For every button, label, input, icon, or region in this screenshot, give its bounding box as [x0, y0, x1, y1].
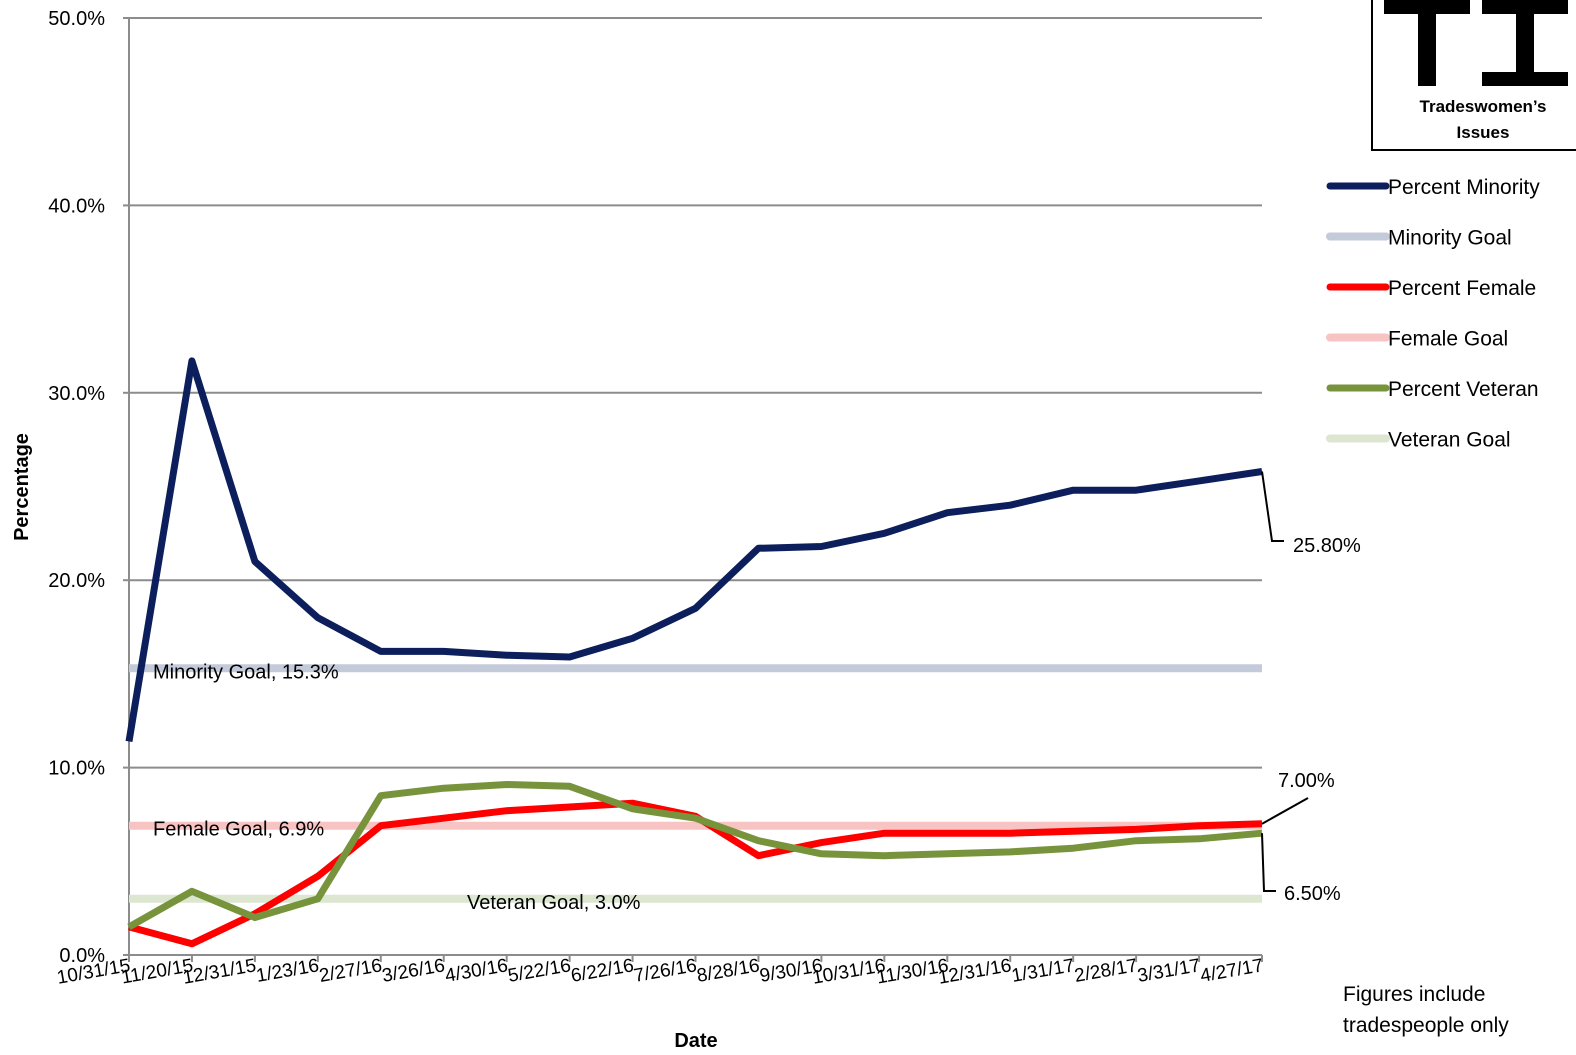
- x-tick-label: 3/31/17: [1136, 955, 1202, 987]
- goal-label: Veteran Goal, 3.0%: [467, 892, 641, 914]
- end-value-label: 6.50%: [1284, 883, 1341, 905]
- y-tick-label: 0.0%: [59, 945, 105, 967]
- goal-label: Female Goal, 6.9%: [153, 819, 324, 841]
- gridlines: [123, 17, 1262, 956]
- logo-letter-t-stem: [1418, 0, 1436, 86]
- y-axis-title: Percentage: [11, 433, 33, 541]
- legend-label-percent-female: Percent Female: [1388, 277, 1536, 300]
- goal-label: Minority Goal, 15.3%: [153, 661, 339, 683]
- x-tick-label: 1/31/17: [1010, 955, 1076, 987]
- x-axis-title: Date: [674, 1030, 717, 1052]
- x-axis-tick-labels: 10/31/1511/20/1512/31/151/23/162/27/163/…: [55, 955, 1264, 989]
- y-axis-tick-labels: 0.0% 10.0% 20.0% 30.0% 40.0% 50.0%: [48, 8, 105, 967]
- y-tick-label: 30.0%: [48, 383, 105, 405]
- callout-leader-line: [1261, 797, 1309, 825]
- footnote-line-2: tradespeople only: [1343, 1014, 1509, 1037]
- x-tick-label: 7/26/16: [632, 955, 698, 987]
- x-tick-label: 2/28/17: [1073, 955, 1139, 987]
- end-value-label: 7.00%: [1278, 770, 1335, 792]
- y-tick-label: 20.0%: [48, 570, 105, 592]
- x-tick-label: 8/28/16: [695, 955, 761, 987]
- legend-label-percent-veteran: Percent Veteran: [1388, 378, 1539, 401]
- x-tick-label: 4/27/17: [1199, 955, 1265, 987]
- x-tick-label: 4/30/16: [443, 955, 509, 987]
- legend-label-percent-minority: Percent Minority: [1388, 176, 1540, 199]
- legend-label-female-goal: Female Goal: [1388, 328, 1508, 351]
- legend-label-veteran-goal: Veteran Goal: [1388, 429, 1511, 452]
- logo-letter-i-base: [1482, 72, 1568, 86]
- axes: [128, 18, 1263, 962]
- callout-leader-line: [1261, 833, 1276, 892]
- logo-line-2: Issues: [1457, 123, 1510, 142]
- logo-line-1: Tradeswomen’s: [1420, 97, 1547, 116]
- series-percent-veteran: [127, 781, 1263, 930]
- legend-label-minority-goal: Minority Goal: [1388, 227, 1512, 250]
- x-tick-label: 6/22/16: [569, 955, 635, 987]
- end-value-label: 25.80%: [1293, 535, 1361, 557]
- series-lines: [125, 357, 1263, 948]
- legend: Percent Minority Minority Goal Percent Fem…: [1326, 176, 1540, 452]
- annotations: Minority Goal, 15.3% Female Goal, 6.9% Vet…: [153, 471, 1361, 914]
- x-tick-label: 5/22/16: [506, 955, 572, 987]
- series-percent-minority: [125, 357, 1263, 742]
- logo-letter-i-stem: [1516, 0, 1534, 86]
- y-tick-label: 50.0%: [48, 8, 105, 30]
- x-tick-label: 1/23/16: [255, 955, 321, 987]
- x-tick-label: 2/27/16: [318, 955, 384, 987]
- callout-leader-line: [1261, 471, 1284, 542]
- y-tick-label: 40.0%: [48, 195, 105, 217]
- y-tick-label: 10.0%: [48, 758, 105, 780]
- footnote-line-1: Figures include: [1343, 983, 1485, 1006]
- x-tick-label: 3/26/16: [381, 955, 447, 987]
- tradeswomens-issues-logo: Tradeswomen’s Issues: [1371, 0, 1576, 151]
